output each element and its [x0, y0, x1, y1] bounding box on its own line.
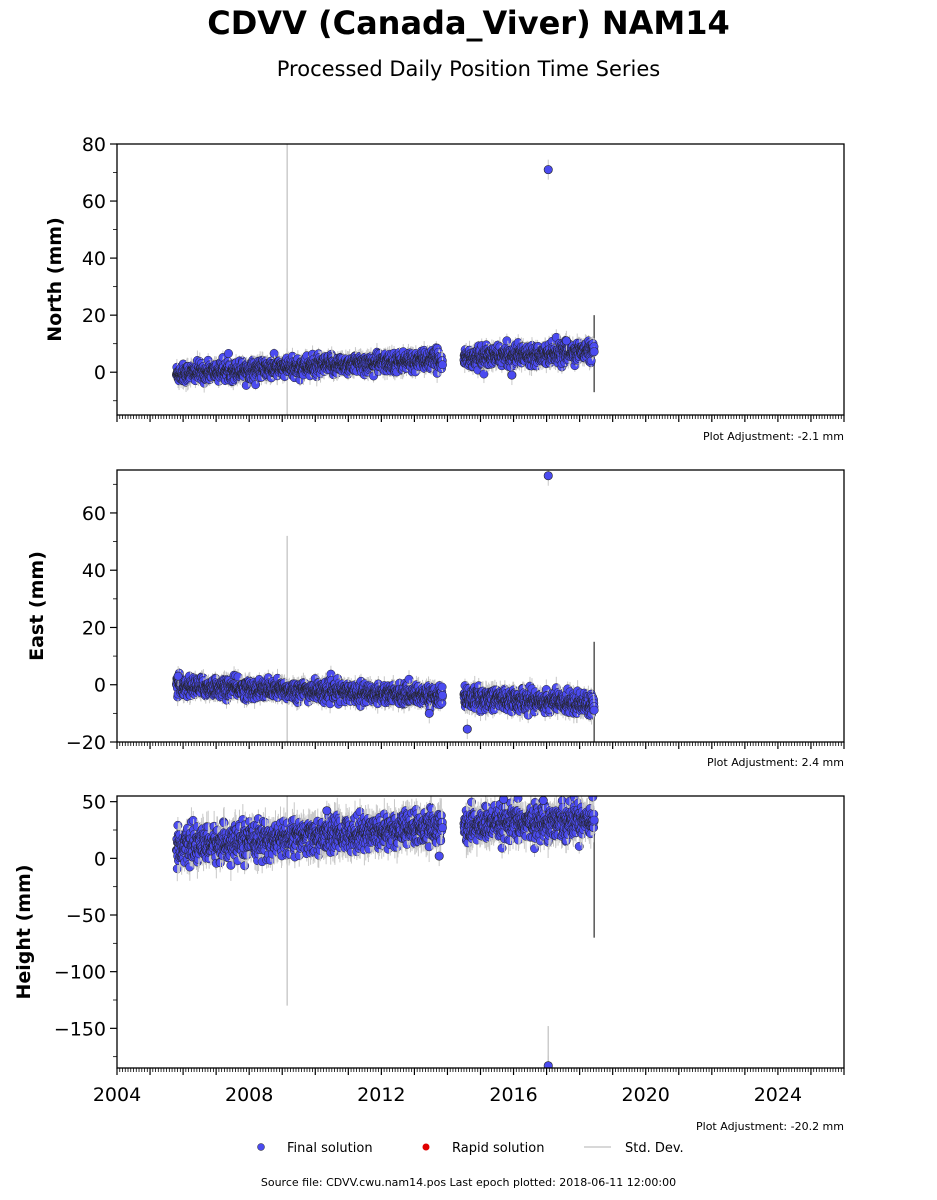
chart-title: CDVV (Canada_Viver) NAM14 [207, 4, 730, 42]
x-tick-label: 2012 [357, 1084, 405, 1106]
y-tick-label: 40 [82, 560, 106, 582]
y-tick-label: −150 [54, 1018, 106, 1040]
y-tick-label: 40 [82, 248, 106, 270]
plot-area [172, 144, 599, 415]
y-tick-label: 80 [82, 134, 106, 156]
y-tick-label: 20 [82, 617, 106, 639]
plot-adjustment-note: Plot Adjustment: -2.1 mm [703, 430, 844, 443]
y-tick-label: −20 [66, 732, 106, 754]
y-tick-label: −50 [66, 905, 106, 927]
outlier-point [507, 370, 517, 380]
x-tick-label: 2004 [93, 1084, 141, 1106]
final-solution-points [172, 796, 599, 882]
outlier-point [173, 671, 183, 681]
legend-stddev-label: Std. Dev. [625, 1141, 684, 1156]
outlier-point [561, 336, 571, 346]
legend-rapid-marker [422, 1143, 430, 1151]
final-solution-points [172, 665, 599, 725]
plot-area [172, 470, 599, 742]
panel-1: 0 20 40 60 80 North (mm) Plot Adjustment: -2.1… [44, 134, 845, 443]
plot-adjustment-note: Plot Adjustment: -20.2 mm [696, 1120, 844, 1133]
final-solution-points [172, 329, 599, 393]
y-tick-label: 0 [94, 848, 106, 870]
outlier-point [322, 806, 332, 816]
outlier-point [499, 796, 509, 804]
outlier-point [538, 796, 548, 806]
x-tick-label: 2008 [225, 1084, 273, 1106]
chart-subtitle: Processed Daily Position Time Series [276, 57, 661, 81]
source-file-note: Source file: CDVV.cwu.nam14.pos Last epo… [260, 1176, 677, 1189]
outlier-point [543, 1061, 553, 1068]
legend-final-marker [257, 1143, 265, 1151]
outlier-point [462, 724, 472, 734]
y-tick-label: 60 [82, 503, 106, 525]
legend: Final solution Rapid solution Std. Dev. [257, 1141, 684, 1156]
y-tick-label: 50 [82, 792, 106, 814]
panel-2: −20 0 20 40 60 East (mm) Plot Adjustment: 2.4 … [26, 469, 845, 769]
y-tick-label: 0 [94, 362, 106, 384]
x-tick-label: 2024 [754, 1084, 802, 1106]
legend-rapid-label: Rapid solution [452, 1141, 544, 1156]
legend-final-label: Final solution [287, 1141, 373, 1156]
plot-area [172, 796, 599, 1068]
x-tick-label: 2020 [622, 1084, 670, 1106]
y-tick-label: −100 [54, 962, 106, 984]
y-tick-label: 60 [82, 191, 106, 213]
plot-adjustment-note: Plot Adjustment: 2.4 mm [707, 756, 844, 769]
y-tick-label: 0 [94, 675, 106, 697]
panel-3: −150 −100 −50 0 50 2004 2008 2012 2016 2020 2024 He… [13, 792, 845, 1133]
outlier-point [543, 471, 553, 481]
outlier-point [434, 851, 444, 861]
outlier-point [424, 708, 434, 718]
y-axis-label: North (mm) [44, 217, 66, 342]
x-tick-label: 2016 [489, 1084, 537, 1106]
outlier-point [543, 165, 553, 175]
y-tick-label: 20 [82, 305, 106, 327]
y-axis-label: Height (mm) [13, 864, 35, 999]
y-axis-label: East (mm) [26, 551, 48, 661]
